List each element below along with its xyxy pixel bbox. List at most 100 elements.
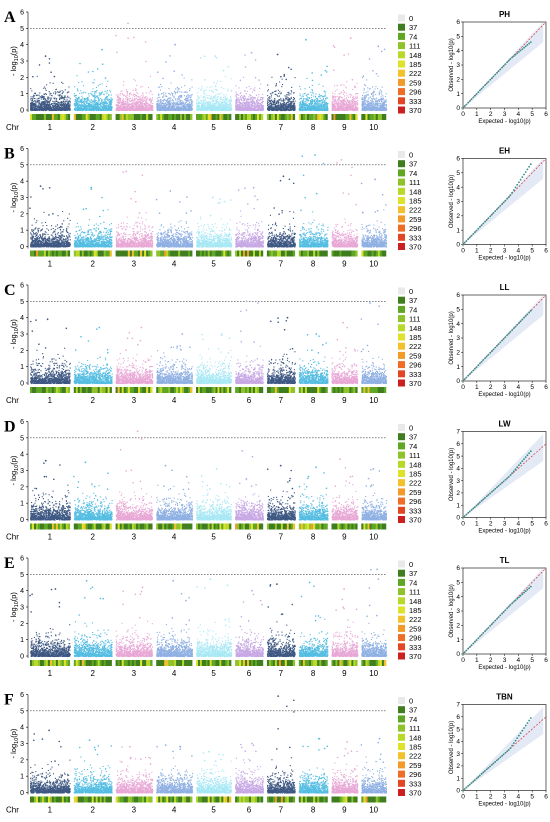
qq-point bbox=[513, 742, 515, 744]
qq-point bbox=[518, 181, 520, 183]
snp-density-strip bbox=[235, 114, 263, 120]
qq-point bbox=[489, 216, 491, 218]
qq-point bbox=[472, 781, 474, 783]
qq-point bbox=[474, 779, 476, 781]
legend-swatch bbox=[398, 343, 405, 350]
snp-density-strip bbox=[156, 387, 192, 393]
qq-point bbox=[511, 745, 513, 747]
qq-point bbox=[494, 620, 496, 622]
chr-label: 2 bbox=[90, 533, 95, 542]
qq-point bbox=[494, 210, 496, 212]
legend-swatch bbox=[398, 88, 405, 95]
qq-point bbox=[493, 763, 495, 765]
chr-label: 7 bbox=[279, 669, 284, 678]
chr-peak-point bbox=[48, 730, 50, 732]
qq-x-tick-label: 3 bbox=[503, 384, 507, 391]
qq-point bbox=[477, 91, 479, 93]
legend-label: 0 bbox=[409, 14, 413, 23]
chr-label: 5 bbox=[211, 533, 216, 542]
snp-density-strip bbox=[235, 387, 263, 393]
chr-2-points bbox=[74, 327, 113, 385]
y-axis-label: - log10(p) bbox=[9, 455, 20, 485]
qq-point bbox=[501, 203, 503, 205]
qq-point bbox=[467, 648, 469, 650]
qq-y-tick-label: 0 bbox=[456, 378, 460, 385]
chr-label: 6 bbox=[247, 396, 252, 405]
qq-point bbox=[511, 192, 513, 194]
snp-density-strip bbox=[267, 524, 295, 530]
qq-point bbox=[462, 517, 464, 519]
qq-point bbox=[494, 74, 496, 76]
qq-point bbox=[482, 499, 484, 501]
snp-density-strip bbox=[332, 251, 358, 257]
qq-point bbox=[489, 625, 491, 627]
qq-point bbox=[466, 787, 468, 789]
chr-peak-point bbox=[47, 318, 49, 320]
legend-label: 74 bbox=[409, 32, 417, 41]
chr-peak-point bbox=[45, 55, 47, 57]
y-tick-label: 4 bbox=[20, 315, 24, 322]
chr-3-points bbox=[116, 746, 154, 794]
qq-point bbox=[472, 370, 474, 372]
qq-point bbox=[530, 41, 532, 43]
chr-label: 10 bbox=[369, 669, 378, 678]
chr-peak-point bbox=[251, 590, 253, 592]
y-tick-label: 5 bbox=[20, 299, 24, 306]
qq-point bbox=[511, 57, 513, 59]
y-tick-label: 2 bbox=[20, 484, 24, 491]
qq-point bbox=[467, 102, 469, 104]
snp-density-strip bbox=[74, 387, 112, 393]
qq-title: LW bbox=[499, 420, 511, 429]
qq-point bbox=[481, 361, 483, 363]
legend-swatch bbox=[398, 743, 405, 750]
chr-peak-point bbox=[89, 739, 91, 741]
legend-swatch bbox=[398, 734, 405, 741]
y-tick-label: 2 bbox=[20, 621, 24, 628]
qq-x-tick-label: 1 bbox=[475, 384, 479, 391]
qq-point bbox=[510, 194, 512, 196]
snp-density-strip bbox=[299, 660, 328, 666]
qq-point bbox=[472, 233, 474, 235]
chr-peak-point bbox=[214, 55, 216, 57]
qq-point bbox=[499, 757, 501, 759]
snp-density-strip bbox=[332, 524, 358, 530]
chr-8-points bbox=[299, 738, 329, 794]
legend-label: 185 bbox=[409, 606, 422, 615]
legend-swatch bbox=[398, 697, 405, 704]
snp-density-strip bbox=[332, 660, 358, 666]
legend-label: 37 bbox=[409, 160, 417, 169]
qq-point bbox=[491, 77, 493, 79]
legend-label: 333 bbox=[409, 506, 422, 515]
chr-10-points bbox=[362, 468, 388, 521]
y-tick-label: 6 bbox=[20, 146, 24, 153]
qq-point bbox=[499, 69, 501, 71]
qq-point bbox=[482, 359, 484, 361]
chr-4-points bbox=[156, 465, 193, 521]
chr-7-points bbox=[267, 175, 296, 247]
chr-peak-point bbox=[346, 741, 348, 743]
chr-label: 2 bbox=[90, 669, 95, 678]
snp-density-strip bbox=[30, 660, 70, 666]
qq-point bbox=[484, 357, 486, 359]
qq-x-tick-label: 6 bbox=[544, 794, 548, 801]
legend-swatch bbox=[398, 561, 405, 568]
qq-point bbox=[506, 198, 508, 200]
qq-point bbox=[462, 380, 464, 382]
qq-y-tick-label: 1 bbox=[456, 364, 460, 371]
y-tick-label: 3 bbox=[20, 605, 24, 612]
legend-label: 259 bbox=[409, 351, 422, 360]
chr-peak-point bbox=[127, 23, 129, 25]
chr-label: 1 bbox=[48, 806, 53, 815]
snp-density-strip bbox=[116, 114, 153, 120]
qq-point bbox=[527, 313, 529, 315]
qq-x-tick-label: 0 bbox=[461, 384, 465, 391]
legend-swatch bbox=[398, 461, 405, 468]
qq-point bbox=[521, 176, 523, 178]
chr-2-points bbox=[73, 461, 113, 520]
snp-density-strip bbox=[116, 387, 153, 393]
qq-point bbox=[476, 230, 478, 232]
qq-y-tick-label: 3 bbox=[456, 608, 460, 615]
